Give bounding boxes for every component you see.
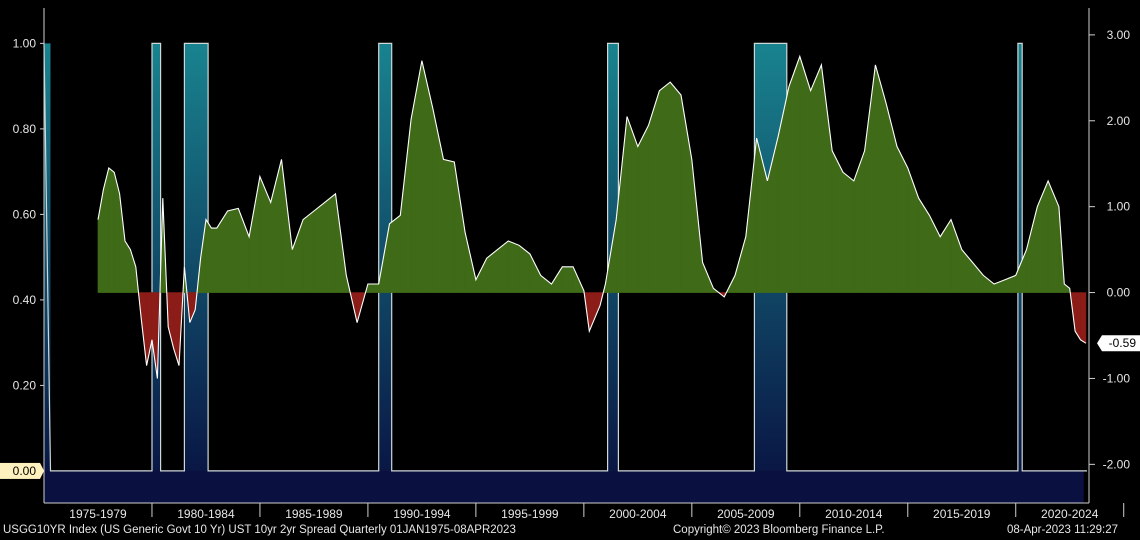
- x-tick-label: 2010-2014: [825, 507, 883, 521]
- last-value-label: -0.59: [1109, 336, 1137, 350]
- spread-positive-segment: [313, 201, 326, 293]
- spread-line: [97, 54, 1087, 379]
- right-tick-label: 3.00: [1107, 28, 1131, 42]
- recession-line: [43, 42, 1087, 472]
- x-tick-label: 1985-1989: [285, 507, 343, 521]
- spread-positive-segment: [367, 283, 380, 293]
- right-tick-label: 1.00: [1107, 200, 1131, 214]
- spread-positive-segment: [810, 64, 822, 293]
- left-tick-label: 0.40: [13, 293, 37, 307]
- left-tick-label: 0.60: [13, 207, 37, 221]
- left-value-box: [0, 462, 40, 479]
- spread-positive-segment: [561, 266, 574, 293]
- spread-positive-segment: [324, 193, 336, 293]
- x-axis: 1975-1979 1980-1984 1985-1989 1990-1994 1995…: [69, 503, 1125, 521]
- right-tick-label: 0.00: [1107, 286, 1131, 300]
- spread-positive-segment: [227, 208, 239, 293]
- spread-positive-segment: [896, 146, 909, 293]
- spread-positive-segment: [205, 218, 212, 293]
- plot-frame: [43, 8, 1090, 504]
- left-tick-label: 0.20: [13, 378, 37, 392]
- spread-positive-segment: [389, 214, 401, 293]
- spread-positive-segment: [669, 81, 682, 293]
- left-tick-label: 0.80: [13, 122, 37, 136]
- spread-negative-segment: [1080, 292, 1087, 344]
- spread-positive-segment: [637, 124, 649, 293]
- left-tick-label: 1.00: [13, 36, 37, 50]
- spread-positive-segment: [302, 210, 315, 293]
- spread-positive-segment: [799, 56, 811, 293]
- security-description: USGG10YR Index (US Generic Govt 10 Yr) U…: [3, 524, 516, 536]
- recession-bar: [151, 43, 161, 471]
- x-tick-label: 2000-2004: [609, 507, 667, 521]
- spread-positive-segment: [507, 240, 520, 293]
- value-labels: -0.59 0.00: [0, 335, 1140, 479]
- timestamp-text: 08-Apr-2023 11:29:27: [1007, 524, 1119, 536]
- left-y-axis: 1.00 0.80 0.60 0.40 0.20: [13, 36, 44, 392]
- x-tick-label: 2020-2024: [1041, 507, 1099, 521]
- last-value-box: [1097, 335, 1140, 352]
- x-tick-label: 2005-2009: [717, 507, 775, 521]
- right-tick-label: 2.00: [1107, 114, 1131, 128]
- baseline-band: [44, 470, 1084, 503]
- x-tick-label: 1980-1984: [177, 507, 235, 521]
- x-tick-label: 2015-2019: [933, 507, 991, 521]
- recession-bar: [1017, 43, 1023, 471]
- left-value-pointer: [40, 462, 44, 479]
- spread-positive-segment: [831, 150, 844, 293]
- spread-positive-segment: [659, 81, 671, 293]
- x-tick-label: 1995-1999: [501, 507, 559, 521]
- baseline-band-fill: [44, 470, 1084, 503]
- x-tick-label: 1990-1994: [393, 507, 451, 521]
- right-tick-label: -2.00: [1103, 457, 1131, 471]
- left-value-label: 0.00: [13, 464, 37, 478]
- right-y-axis: 3.00 2.00 1.00 0.00 -1.00 -2.00: [1089, 28, 1130, 471]
- copyright-text: Copyright© 2023 Bloomberg Finance L.P.: [673, 524, 885, 536]
- x-tick-label: 1975-1979: [69, 507, 127, 521]
- right-tick-label: -1.00: [1103, 371, 1131, 385]
- recession-bar: [184, 43, 209, 471]
- spread-area: [97, 54, 1087, 379]
- spread-positive-segment: [211, 227, 218, 293]
- spread-positive-segment: [842, 171, 855, 293]
- spread-positive-segment: [108, 167, 115, 293]
- spread-positive-segment: [788, 56, 801, 293]
- spread-positive-segment: [443, 159, 455, 293]
